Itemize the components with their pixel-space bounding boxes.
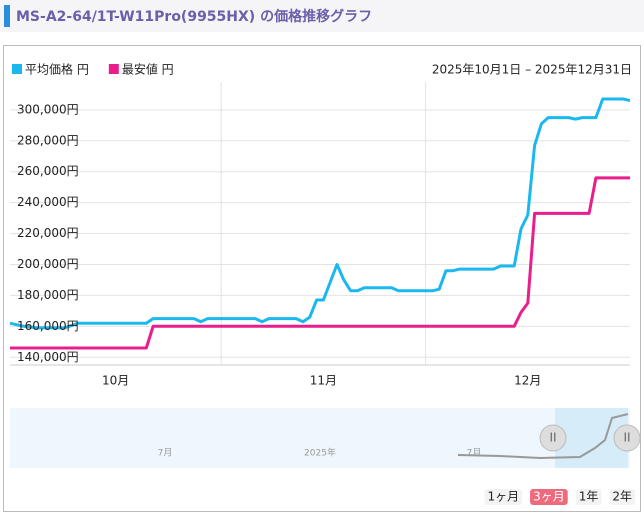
range-button-label[interactable]: 1年: [579, 490, 599, 504]
y-tick-label: 260,000円: [17, 164, 79, 178]
handle-grip: II: [623, 431, 630, 445]
range-button[interactable]: [575, 489, 602, 505]
range-button-label[interactable]: 3ヶ月: [533, 490, 565, 504]
legend-swatch: [12, 64, 22, 74]
y-tick-label: 300,000円: [17, 102, 79, 116]
navigator-handle[interactable]: [613, 424, 641, 452]
x-tick-label: 12月: [514, 374, 541, 388]
plot-area: [10, 82, 630, 365]
range-button-label[interactable]: 1ヶ月: [487, 490, 519, 504]
x-tick-label: 11月: [310, 374, 337, 388]
y-tick-label: 220,000円: [17, 226, 79, 240]
range-button[interactable]: [530, 489, 568, 505]
range-button-label[interactable]: 2年: [612, 490, 632, 504]
y-tick-label: 240,000円: [17, 195, 79, 209]
handle-grip: II: [549, 431, 556, 445]
navigator-handle[interactable]: [539, 424, 567, 452]
navigator-label: 7月: [158, 448, 173, 459]
title-bar: [0, 0, 644, 32]
y-tick-label: 140,000円: [17, 350, 79, 364]
y-tick-label: 180,000円: [17, 288, 79, 302]
legend-swatch: [108, 64, 119, 74]
title-accent: [4, 5, 10, 27]
price-line: [9, 97, 631, 330]
legend-label[interactable]: 平均価格 円: [25, 62, 89, 77]
navigator-label: 2025年: [304, 447, 336, 459]
x-tick-label: 10月: [102, 374, 129, 388]
legend-label[interactable]: 最安値 円: [122, 62, 174, 77]
y-tick-label: 280,000円: [17, 133, 79, 147]
y-tick-label: 160,000円: [17, 319, 79, 333]
chart-title: MS-A2-64/1T-W11Pro(9955HX) の価格推移グラフ: [16, 8, 372, 25]
price-line: [10, 176, 630, 350]
y-tick-label: 200,000円: [17, 257, 79, 271]
range-button[interactable]: [484, 489, 523, 505]
range-button[interactable]: [609, 489, 635, 505]
date-range: 2025年10月1日 – 2025年12月31日: [432, 63, 632, 77]
navigator-label: 7月: [467, 448, 482, 459]
navigator: [10, 408, 630, 468]
navigator-line: [457, 413, 629, 460]
